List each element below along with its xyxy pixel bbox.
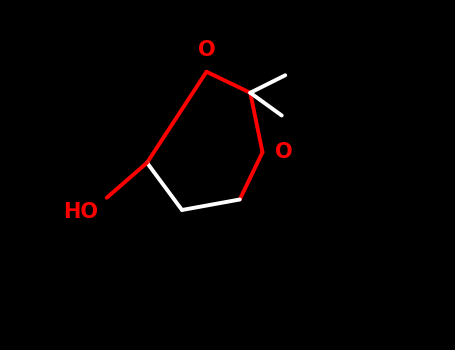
Text: O: O — [197, 40, 215, 60]
Text: O: O — [275, 142, 293, 162]
Text: HO: HO — [63, 202, 98, 222]
